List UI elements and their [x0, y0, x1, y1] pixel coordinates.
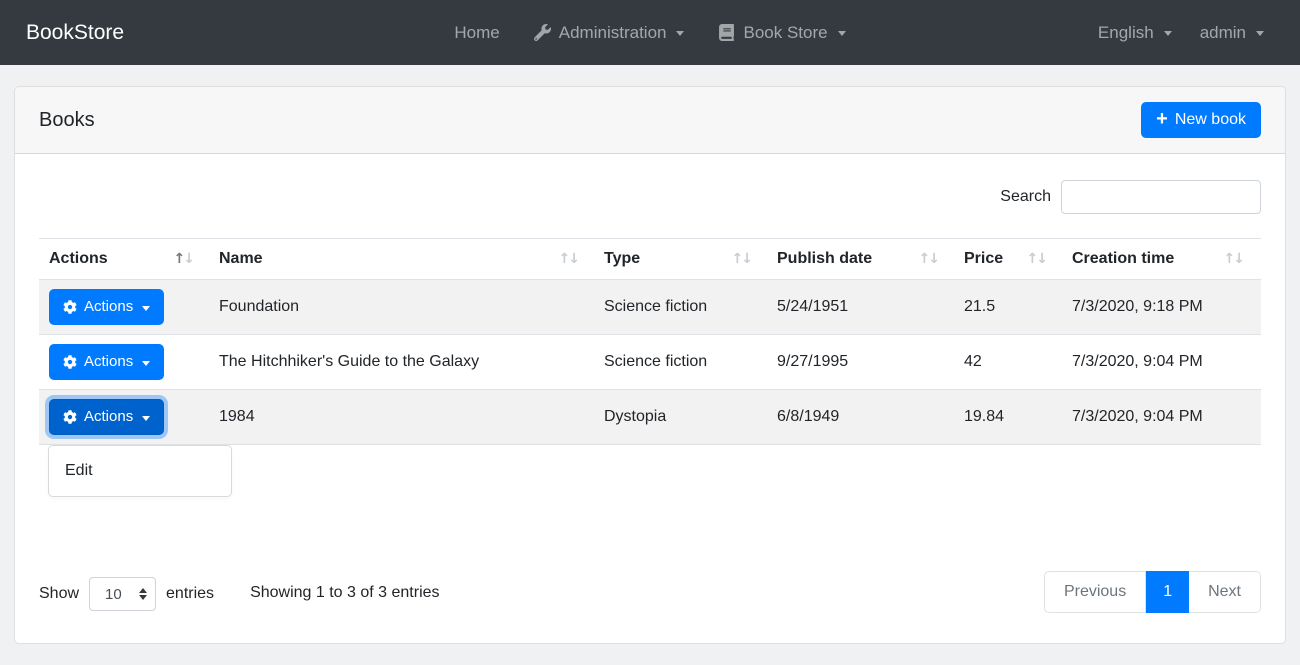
chevron-down-icon: [142, 415, 151, 421]
page-title: Books: [39, 108, 95, 131]
cell-name: 1984: [211, 389, 596, 445]
books-table: Actions ↑↓ Name ↑↓ Type ↑↓ Publish dat: [39, 238, 1261, 445]
chevron-down-icon: [676, 31, 685, 36]
gear-icon: [63, 300, 77, 314]
nav-item-administration[interactable]: Administration: [524, 15, 695, 51]
sort-icon: ↑↓: [731, 251, 753, 267]
nav-home-label: Home: [454, 22, 500, 42]
cell-price: 42: [956, 334, 1064, 390]
chevron-down-icon: [837, 31, 846, 36]
column-header-publish-date[interactable]: Publish date ↑↓: [769, 238, 956, 280]
sort-icon: ↑↓: [1223, 251, 1245, 267]
table-header-row: Actions ↑↓ Name ↑↓ Type ↑↓ Publish dat: [39, 238, 1261, 280]
cell-publish-date: 6/8/1949: [769, 389, 956, 445]
table-row: Actions The Hitchhiker's Guide to the Ga…: [39, 334, 1261, 390]
new-book-label: New book: [1174, 110, 1246, 128]
cell-creation-time: 7/3/2020, 9:04 PM: [1064, 334, 1261, 390]
actions-dropdown-menu: Edit: [48, 445, 232, 497]
cell-price: 21.5: [956, 279, 1064, 335]
cell-publish-date: 9/27/1995: [769, 334, 956, 390]
nav-book-store-label: Book Store: [743, 22, 828, 42]
gear-icon: [63, 355, 77, 369]
column-header-type[interactable]: Type ↑↓: [596, 238, 769, 280]
new-book-button[interactable]: + New book: [1141, 101, 1261, 139]
cell-creation-time: 7/3/2020, 9:04 PM: [1064, 389, 1261, 445]
user-dropdown[interactable]: admin: [1190, 15, 1274, 51]
page-size-select[interactable]: 10: [89, 577, 157, 611]
table-row: Actions Foundation Science fiction 5/24/…: [39, 279, 1261, 335]
language-dropdown[interactable]: English: [1088, 15, 1182, 51]
nav-administration-label: Administration: [558, 22, 667, 42]
plus-icon: +: [1156, 107, 1168, 130]
chevron-down-icon: [1256, 31, 1264, 36]
cell-type: Dystopia: [596, 389, 769, 445]
card-header: Books + New book: [15, 87, 1285, 154]
table-footer: Show 10 entries Showing 1 to 3 of 3 entr…: [39, 571, 1261, 614]
sort-icon: ↑↓: [1026, 251, 1048, 267]
sort-icon: ↑↓: [558, 251, 580, 267]
brand-link[interactable]: BookStore: [26, 20, 125, 44]
show-label: Show: [39, 585, 80, 602]
column-header-name[interactable]: Name ↑↓: [211, 238, 596, 280]
cell-type: Science fiction: [596, 334, 769, 390]
pagination-page-1[interactable]: 1: [1146, 571, 1190, 614]
chevron-down-icon: [142, 305, 151, 311]
column-header-actions[interactable]: Actions ↑↓: [39, 238, 211, 280]
row-actions-button-open[interactable]: Actions: [49, 399, 165, 435]
chevron-down-icon: [1163, 31, 1172, 36]
cell-type: Science fiction: [596, 279, 769, 335]
book-icon: [718, 24, 735, 41]
column-header-creation-time[interactable]: Creation time ↑↓: [1064, 238, 1261, 280]
page-container: Books + New book Search: [0, 65, 1300, 665]
books-card: Books + New book Search: [14, 86, 1286, 645]
pagination-previous[interactable]: Previous: [1043, 571, 1147, 614]
dropdown-item-edit[interactable]: Edit: [65, 462, 93, 479]
top-navbar: BookStore Home Administration Book Store…: [0, 0, 1300, 65]
page-length-control: Show 10 entries: [39, 577, 214, 611]
pagination-next[interactable]: Next: [1189, 571, 1261, 614]
chevron-down-icon: [142, 360, 151, 366]
pagination: Previous 1 Next: [1043, 571, 1261, 614]
language-label: English: [1097, 22, 1154, 42]
table-info: Showing 1 to 3 of 3 entries: [250, 584, 440, 601]
search-input[interactable]: [1061, 180, 1261, 214]
nav-item-home[interactable]: Home: [444, 15, 509, 51]
user-menu: English admin: [1088, 15, 1274, 51]
search-row: Search: [39, 178, 1261, 216]
sort-icon: ↑↓: [918, 251, 940, 267]
card-body: Search Actions ↑↓ Name: [15, 154, 1285, 643]
gear-icon: [63, 410, 77, 424]
username-label: admin: [1199, 22, 1246, 42]
cell-creation-time: 7/3/2020, 9:18 PM: [1064, 279, 1261, 335]
cell-name: Foundation: [211, 279, 596, 335]
entries-label: entries: [166, 585, 215, 602]
main-menu: Home Administration Book Store: [444, 15, 855, 51]
sort-icon: ↑↓: [173, 251, 195, 267]
column-header-price[interactable]: Price ↑↓: [956, 238, 1064, 280]
wrench-icon: [533, 24, 551, 41]
table-row: Actions 1984 Dystopia 6/8/1949 19.84 7/3…: [39, 389, 1261, 445]
cell-name: The Hitchhiker's Guide to the Galaxy: [211, 334, 596, 390]
row-actions-button[interactable]: Actions: [49, 289, 165, 325]
nav-item-book-store[interactable]: Book Store: [708, 15, 855, 51]
cell-publish-date: 5/24/1951: [769, 279, 956, 335]
search-label: Search: [1000, 188, 1051, 205]
cell-price: 19.84: [956, 389, 1064, 445]
row-actions-button[interactable]: Actions: [49, 344, 165, 380]
